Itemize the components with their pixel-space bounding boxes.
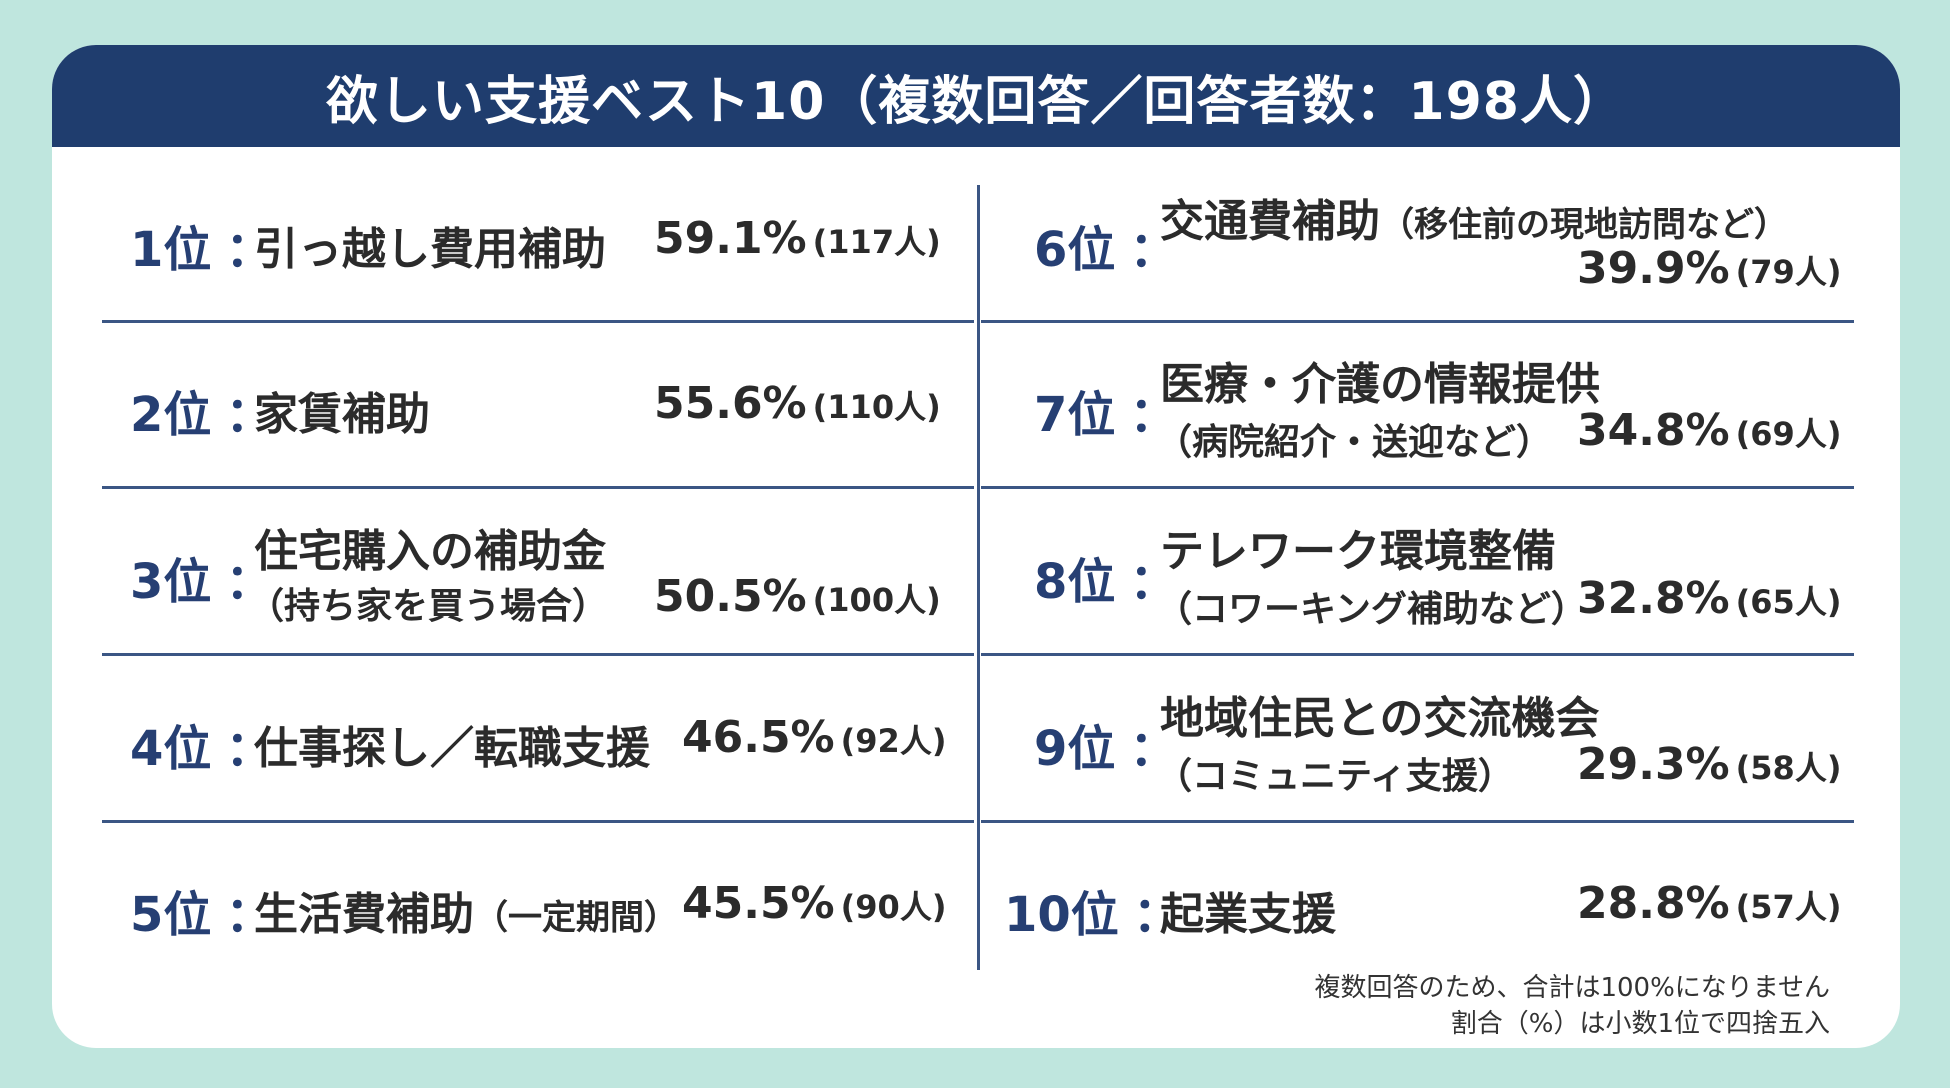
item-name-main: 交通費補助 <box>1160 196 1380 247</box>
item-percentage: 46.5% <box>682 712 835 763</box>
rank-colon: ： <box>225 387 274 443</box>
item-name-main: 生活費補助 <box>254 889 474 940</box>
item-value: 59.1% (117人) <box>654 213 941 264</box>
rank-label: 5位： <box>130 875 273 945</box>
item-name: 家賃補助 <box>254 389 430 440</box>
item-value: 39.9% (79人) <box>1577 243 1841 294</box>
item-percentage: 39.9% <box>1577 243 1730 294</box>
rank-colon: ： <box>1129 387 1178 443</box>
item-percentage: 28.8% <box>1577 878 1730 929</box>
item-count: (65人) <box>1735 583 1842 621</box>
rank-colon: ： <box>1132 887 1181 943</box>
item-name: 生活費補助（一定期間） <box>254 878 678 942</box>
item-value: 28.8% (57人) <box>1577 878 1841 929</box>
rank-colon: ： <box>225 887 274 943</box>
item-value: 29.3% (58人) <box>1577 739 1841 790</box>
rank-colon: ： <box>1129 222 1178 278</box>
item-subtitle: （コワーキング補助など） <box>1156 589 1587 630</box>
item-percentage: 32.8% <box>1577 573 1730 624</box>
rank-number: 7位 <box>1034 387 1116 443</box>
rank-label: 9位： <box>1034 709 1177 779</box>
rank-label: 7位： <box>1034 375 1177 445</box>
item-value: 32.8% (65人) <box>1577 573 1841 624</box>
item-count: (69人) <box>1735 415 1842 453</box>
column-divider <box>977 185 980 970</box>
rank-colon: ： <box>1129 554 1178 610</box>
item-count: (79人) <box>1735 253 1842 291</box>
rank-label: 6位： <box>1034 210 1177 280</box>
rank-colon: ： <box>1129 721 1178 777</box>
item-subtitle: （コミュニティ支援） <box>1156 756 1514 797</box>
item-name: 住宅購入の補助金 <box>254 526 606 577</box>
rank-number: 8位 <box>1034 554 1116 610</box>
row-divider <box>981 486 1854 489</box>
item-count: (57人) <box>1735 888 1842 926</box>
item-count: (100人) <box>812 581 941 619</box>
item-percentage: 50.5% <box>654 571 807 622</box>
row-divider <box>981 820 1854 823</box>
rank-colon: ： <box>225 222 274 278</box>
rank-label: 2位： <box>119 375 274 445</box>
rank-number: 3位 <box>119 542 220 612</box>
footnote-line: 割合（%）は小数1位で四捨五入 <box>1450 1009 1830 1039</box>
item-percentage: 29.3% <box>1577 739 1730 790</box>
rank-number: 6位 <box>1034 222 1116 278</box>
row-divider <box>981 653 1854 656</box>
rank-label: 1位： <box>119 210 274 280</box>
rank-number: 10位 <box>1004 887 1119 943</box>
item-percentage: 59.1% <box>654 213 807 264</box>
rank-number: 4位 <box>130 721 212 777</box>
item-value: 34.8% (69人) <box>1577 405 1841 456</box>
item-subtitle: （病院紹介・送迎など） <box>1156 422 1553 463</box>
rank-number: 9位 <box>1034 721 1116 777</box>
item-name: 引っ越し費用補助 <box>254 224 606 275</box>
ranking-card: 欲しい支援ベスト10（複数回答／回答者数：198人） 1位： 引っ越し費用補助 … <box>52 45 1900 1048</box>
item-subtitle: （移住前の現地訪問など） <box>1380 205 1788 245</box>
row-divider <box>102 653 974 656</box>
item-value: 45.5% (90人) <box>682 878 946 929</box>
item-count: (117人) <box>812 223 941 261</box>
item-count: (90人) <box>840 888 947 926</box>
rank-colon: ： <box>225 554 274 610</box>
item-percentage: 55.6% <box>654 378 807 429</box>
item-value: 55.6% (110人) <box>654 378 941 429</box>
item-subtitle: （持ち家を買う場合） <box>248 586 609 627</box>
item-value: 46.5% (92人) <box>682 712 946 763</box>
rank-label: 8位： <box>1034 542 1177 612</box>
footnote-line: 複数回答のため、合計は100%になりません <box>1314 973 1830 1003</box>
item-name: 医療・介護の情報提供 <box>1160 359 1600 410</box>
item-value: 50.5% (100人) <box>654 571 941 622</box>
row-divider <box>981 320 1854 323</box>
item-name: テレワーク環境整備 <box>1160 526 1556 577</box>
item-count: (92人) <box>840 722 947 760</box>
row-divider <box>102 320 974 323</box>
item-count: (58人) <box>1735 749 1842 787</box>
item-name: 交通費補助（移住前の現地訪問など） <box>1160 185 1788 249</box>
rank-number: 2位 <box>119 375 220 445</box>
item-name: 起業支援 <box>1160 889 1336 940</box>
item-percentage: 45.5% <box>682 878 835 929</box>
item-subtitle: （一定期間） <box>474 898 678 938</box>
rank-label: 10位： <box>1004 875 1181 945</box>
rank-label: 4位： <box>130 709 273 779</box>
rank-number: 5位 <box>130 887 212 943</box>
item-count: (110人) <box>812 388 941 426</box>
rank-number: 1位 <box>119 210 220 280</box>
row-divider <box>102 486 974 489</box>
rank-colon: ： <box>225 721 274 777</box>
row-divider <box>102 820 974 823</box>
item-name: 地域住民との交流機会 <box>1160 693 1600 744</box>
item-percentage: 34.8% <box>1577 405 1730 456</box>
page-title: 欲しい支援ベスト10（複数回答／回答者数：198人） <box>52 45 1900 147</box>
item-name: 仕事探し／転職支援 <box>254 723 650 774</box>
rank-label: 3位： <box>119 542 274 612</box>
